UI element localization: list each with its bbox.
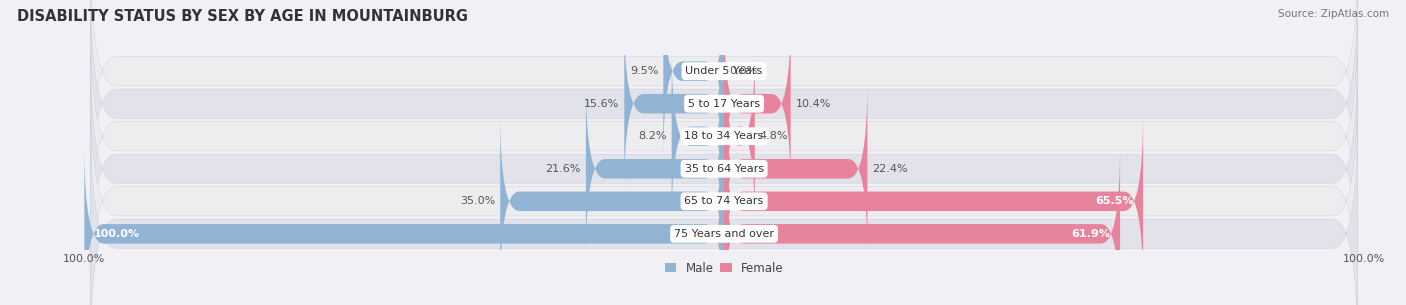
Text: Source: ZipAtlas.com: Source: ZipAtlas.com (1278, 9, 1389, 19)
FancyBboxPatch shape (84, 146, 724, 305)
Text: 65.5%: 65.5% (1095, 196, 1133, 206)
Text: 10.4%: 10.4% (796, 99, 831, 109)
Text: 22.4%: 22.4% (873, 164, 908, 174)
FancyBboxPatch shape (724, 113, 1143, 289)
Text: DISABILITY STATUS BY SEX BY AGE IN MOUNTAINBURG: DISABILITY STATUS BY SEX BY AGE IN MOUNT… (17, 9, 468, 24)
FancyBboxPatch shape (664, 0, 724, 159)
Text: 65 to 74 Years: 65 to 74 Years (685, 196, 763, 206)
FancyBboxPatch shape (91, 0, 1357, 219)
FancyBboxPatch shape (91, 118, 1357, 305)
FancyBboxPatch shape (586, 81, 724, 257)
Text: 8.2%: 8.2% (638, 131, 666, 141)
Legend: Male, Female: Male, Female (659, 257, 789, 279)
Text: 75 Years and over: 75 Years and over (673, 229, 775, 239)
Text: 35 to 64 Years: 35 to 64 Years (685, 164, 763, 174)
FancyBboxPatch shape (672, 48, 724, 224)
FancyBboxPatch shape (91, 0, 1357, 187)
Text: Under 5 Years: Under 5 Years (686, 66, 762, 76)
FancyBboxPatch shape (91, 86, 1357, 305)
FancyBboxPatch shape (724, 81, 868, 257)
Text: 0.0%: 0.0% (730, 66, 758, 76)
FancyBboxPatch shape (724, 16, 790, 192)
FancyBboxPatch shape (501, 113, 724, 289)
FancyBboxPatch shape (624, 16, 724, 192)
FancyBboxPatch shape (724, 146, 1121, 305)
Text: 35.0%: 35.0% (460, 196, 495, 206)
FancyBboxPatch shape (724, 48, 755, 224)
Text: 100.0%: 100.0% (94, 229, 141, 239)
Text: 9.5%: 9.5% (630, 66, 658, 76)
FancyBboxPatch shape (91, 53, 1357, 284)
Text: 21.6%: 21.6% (546, 164, 581, 174)
Text: 4.8%: 4.8% (759, 131, 789, 141)
Text: 5 to 17 Years: 5 to 17 Years (688, 99, 761, 109)
Text: 18 to 34 Years: 18 to 34 Years (685, 131, 763, 141)
Text: 15.6%: 15.6% (583, 99, 619, 109)
Text: 61.9%: 61.9% (1071, 229, 1111, 239)
FancyBboxPatch shape (91, 21, 1357, 252)
